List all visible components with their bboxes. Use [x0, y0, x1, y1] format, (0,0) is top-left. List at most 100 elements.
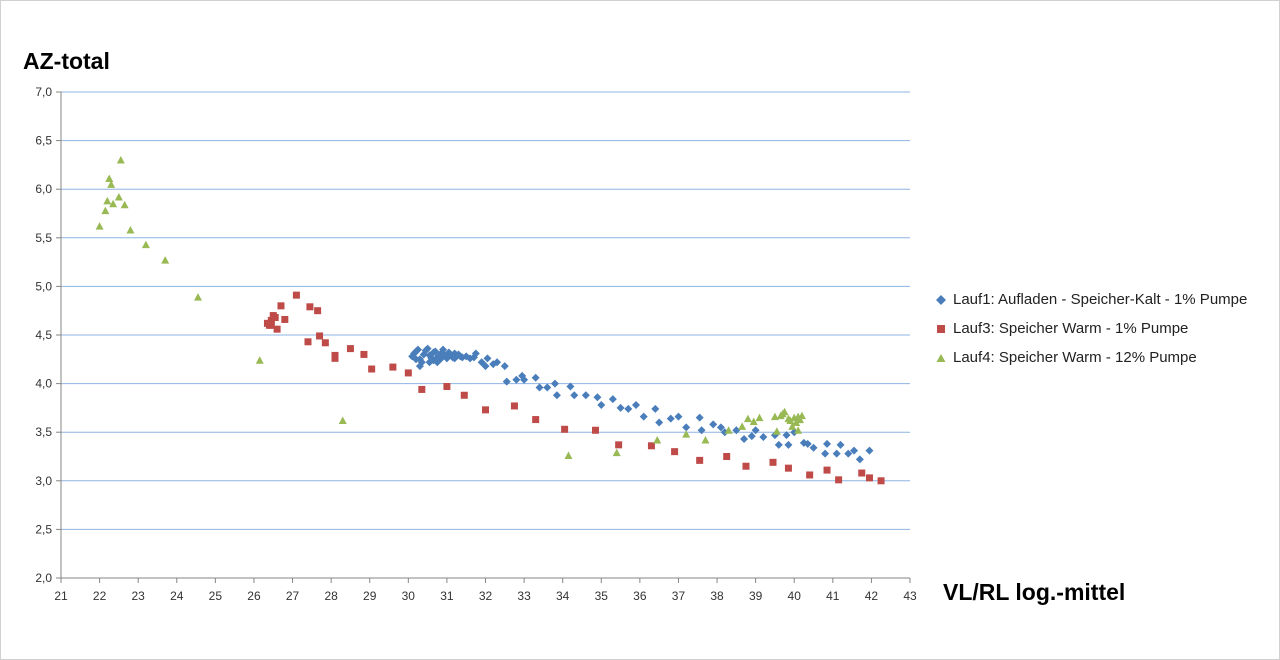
- data-point-triangle: [120, 200, 129, 209]
- data-point-triangle: [743, 414, 752, 423]
- data-point-diamond: [651, 404, 660, 413]
- x-tick-label: 41: [826, 589, 840, 603]
- data-point-triangle: [126, 226, 135, 234]
- data-point-diamond: [639, 412, 648, 421]
- y-axis-title: AZ-total: [23, 48, 110, 74]
- legend-label: Lauf4: Speicher Warm - 12% Pumpe: [953, 349, 1197, 366]
- data-point-diamond: [709, 420, 718, 429]
- x-tick-label: 27: [286, 589, 300, 603]
- data-point-diamond: [552, 391, 561, 400]
- data-point-diamond: [759, 433, 768, 442]
- data-point-square: [292, 291, 300, 299]
- data-point-triangle: [612, 448, 621, 457]
- data-point-triangle: [755, 413, 764, 422]
- data-point-triangle: [682, 430, 691, 438]
- data-point-diamond: [844, 449, 853, 458]
- data-point-diamond: [666, 414, 675, 423]
- data-point-diamond: [865, 446, 874, 455]
- y-tick-label: 4,0: [35, 377, 52, 391]
- data-point-diamond: [832, 449, 841, 458]
- data-point-diamond: [581, 391, 590, 400]
- data-point-diamond: [695, 413, 704, 422]
- data-point-square: [267, 316, 275, 324]
- y-tick-label: 6,5: [35, 134, 52, 148]
- data-point-square: [306, 303, 314, 311]
- data-point-square: [389, 363, 397, 371]
- data-point-diamond: [716, 423, 725, 432]
- data-point-diamond: [437, 354, 446, 363]
- data-point-square: [858, 469, 866, 477]
- data-point-triangle: [107, 180, 116, 188]
- x-tick-label: 32: [479, 589, 493, 603]
- data-point-diamond: [502, 377, 511, 386]
- data-point-diamond: [608, 395, 617, 404]
- data-point-square: [368, 365, 376, 373]
- x-tick-label: 23: [132, 589, 146, 603]
- x-tick-label: 21: [54, 589, 68, 603]
- data-point-square: [615, 441, 623, 449]
- series-1: [408, 344, 874, 464]
- data-point-diamond: [624, 404, 633, 413]
- x-tick-label: 37: [672, 589, 686, 603]
- data-point-square: [510, 402, 518, 410]
- legend-item-lauf4: Lauf4: Speicher Warm - 12% Pumpe: [933, 343, 1247, 372]
- data-point-square: [267, 321, 275, 329]
- data-point-square: [273, 325, 281, 333]
- data-point-square: [316, 332, 324, 340]
- data-point-diamond: [782, 431, 791, 440]
- data-point-diamond: [855, 455, 864, 464]
- data-point-square: [647, 442, 655, 450]
- data-point-diamond: [682, 423, 691, 432]
- data-point-triangle: [701, 435, 710, 444]
- legend-item-lauf1: Lauf1: Aufladen - Speicher-Kalt - 1% Pum…: [933, 285, 1247, 314]
- data-point-triangle: [797, 411, 806, 420]
- data-point-diamond: [597, 400, 606, 409]
- x-tick-label: 30: [402, 589, 416, 603]
- data-point-square: [877, 477, 885, 485]
- data-point-square: [671, 448, 679, 456]
- y-tick-label: 5,5: [35, 231, 52, 245]
- x-tick-label: 33: [517, 589, 531, 603]
- data-point-triangle: [780, 407, 789, 416]
- data-point-triangle: [103, 196, 112, 205]
- data-point-diamond: [500, 362, 509, 371]
- data-point-square: [769, 458, 777, 466]
- y-tick-label: 3,5: [35, 425, 52, 439]
- x-tick-label: 42: [865, 589, 879, 603]
- legend-item-lauf3: Lauf3: Speicher Warm - 1% Pumpe: [933, 314, 1247, 343]
- tick-layer: 2,0 2,5 3,0 3,5 4,0 4,5 5,0 5,5 6,0 6,5 7,0 21 22 23 2…: [35, 85, 917, 603]
- data-point-square: [823, 466, 831, 474]
- data-point-diamond: [740, 435, 749, 444]
- data-point-square: [696, 456, 704, 464]
- data-point-square: [281, 315, 289, 323]
- data-point-diamond: [774, 440, 783, 449]
- data-point-triangle: [772, 427, 781, 435]
- x-axis-title: VL/RL log.-mittel: [943, 579, 1126, 605]
- data-point-square: [482, 406, 489, 414]
- y-tick-label: 3,0: [35, 474, 52, 488]
- data-point-diamond: [784, 440, 793, 449]
- series-layer: [95, 156, 885, 485]
- data-point-diamond: [423, 344, 432, 353]
- data-point-square: [532, 416, 540, 424]
- series-2: [263, 291, 885, 485]
- data-point-diamond: [413, 345, 422, 354]
- data-point-square: [561, 425, 569, 433]
- y-tick-label: 2,0: [35, 571, 52, 585]
- data-point-diamond: [531, 373, 540, 382]
- data-point-diamond: [836, 440, 845, 449]
- data-point-triangle: [786, 416, 795, 425]
- data-point-diamond: [483, 354, 492, 363]
- legend: Lauf1: Aufladen - Speicher-Kalt - 1% Pum…: [933, 285, 1247, 372]
- data-point-triangle: [116, 156, 125, 164]
- data-point-diamond: [535, 383, 544, 392]
- y-tick-label: 6,0: [35, 182, 52, 196]
- data-point-diamond: [520, 375, 529, 384]
- data-point-square: [321, 339, 329, 347]
- data-point-triangle: [770, 412, 779, 421]
- data-point-square: [360, 350, 368, 358]
- x-tick-label: 29: [363, 589, 377, 603]
- data-point-square: [418, 385, 426, 393]
